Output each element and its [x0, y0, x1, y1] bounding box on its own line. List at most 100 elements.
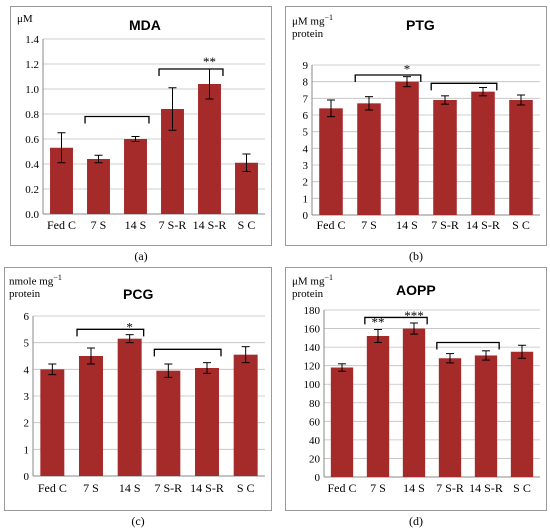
y-tick-label: 80	[309, 398, 321, 410]
bar-2	[402, 328, 426, 477]
bar-5	[233, 354, 258, 476]
y-tick-label: 0	[24, 471, 30, 483]
bar-0	[50, 147, 73, 214]
y-tick-label: 6	[24, 311, 30, 323]
y-unit-label: nmole mg−1 protein	[9, 273, 62, 300]
x-tick-label: 7 S-R	[154, 481, 182, 495]
bar-4	[195, 368, 219, 476]
y-tick-label: 4	[303, 143, 309, 155]
chart-svg-aopp: 0 20 40 60 80 100 120 140 160 180 Fed C 7 S 14 S 7 S-…	[304, 305, 540, 495]
x-tick-label: 14 S-R	[190, 481, 224, 495]
y-tick-label: 1.4	[25, 34, 39, 46]
significance-marker: **	[203, 54, 216, 69]
bar-2	[117, 338, 142, 476]
x-tick-label: 7 S-R	[431, 218, 459, 232]
chart-panel-aopp: 0 20 40 60 80 100 120 140 160 180 Fed C 7 S 14 S 7 S-…	[285, 267, 547, 511]
y-unit-label: μM	[17, 13, 33, 25]
caption-d: (d)	[409, 514, 423, 528]
x-tick-label: 14 S	[125, 218, 147, 232]
y-tick-label: 100	[304, 379, 321, 391]
y-unit-label: μM mg−1 protein	[292, 13, 333, 40]
significance-bracket-1	[158, 68, 224, 76]
chart-title: AOPP	[396, 282, 436, 298]
significance-bracket-0	[84, 115, 150, 124]
x-tick-label: 7 S	[91, 218, 107, 232]
bar-3	[438, 358, 462, 477]
bar-5	[510, 351, 534, 477]
significance-bracket-0	[364, 316, 428, 325]
y-tick-label: 0.2	[25, 184, 39, 196]
x-tick-label: Fed C	[316, 218, 345, 232]
bar-1	[79, 356, 103, 476]
y-tick-label: 140	[304, 342, 321, 354]
x-tick-label: 7 S-R	[436, 481, 464, 495]
x-tick-label: 7 S-R	[159, 218, 187, 232]
bar-5	[509, 100, 533, 215]
y-tick-label: 7	[303, 93, 309, 105]
significance-bracket-0	[76, 328, 145, 337]
y-tick-label: 0	[303, 210, 309, 222]
chart-svg-mda: 0.0 0.2 0.4 0.6 0.8 1.0 1.2 1.4 Fed C 7 S 14 S 7 S-…	[25, 34, 265, 232]
y-tick-label: 180	[304, 305, 321, 317]
y-tick-label: 9	[303, 60, 309, 72]
significance-bracket-0	[354, 74, 422, 82]
y-tick-label: 0	[315, 472, 321, 484]
significance-marker: *	[126, 320, 133, 335]
y-tick-label: 160	[304, 324, 321, 336]
y-tick-label: 8	[303, 77, 309, 89]
x-tick-label: 14 S	[396, 218, 418, 232]
x-tick-label: Fed C	[47, 218, 76, 232]
bar-4	[474, 355, 498, 477]
x-tick-label: 14 S-R	[193, 218, 227, 232]
y-tick-label: 60	[309, 416, 321, 428]
caption-c: (c)	[131, 514, 145, 528]
chart-title: PTG	[406, 17, 435, 33]
x-tick-label: 14 S	[119, 481, 141, 495]
chart-title: MDA	[129, 17, 161, 33]
x-tick-label: S C	[237, 481, 255, 495]
bar-1	[87, 159, 110, 214]
significance-bracket-1	[153, 348, 222, 357]
y-tick-label: 4	[24, 364, 30, 376]
bar-0	[330, 367, 354, 477]
bar-2	[124, 139, 147, 214]
x-tick-label: Fed C	[327, 481, 356, 495]
bar-5	[235, 162, 258, 214]
x-tick-label: 7 S	[361, 218, 377, 232]
chart-panel-ptg: 0 1 2 3 4 5 6 7 8 9 Fed C 7 S 14 S 7 S-R 14 S-R S C * μM…	[285, 6, 547, 246]
chart-svg-pcg: 0 1 2 3 4 5 6 Fed C 7 S 14 S 7 S-R 14 S-R S C *	[24, 311, 265, 495]
y-tick-label: 0.8	[25, 109, 39, 121]
significance-bracket-1	[430, 82, 498, 91]
bar-0	[319, 108, 343, 215]
y-tick-label: 0.6	[25, 134, 39, 146]
chart-title: PCG	[123, 286, 154, 302]
y-tick-label: 0.0	[25, 209, 39, 221]
y-tick-label: 1.0	[25, 84, 39, 96]
bar-1	[357, 103, 381, 215]
bar-3	[433, 100, 457, 215]
x-tick-label: 14 S-R	[469, 481, 503, 495]
caption-a: (a)	[134, 249, 148, 263]
bar-0	[40, 369, 65, 476]
chart-panel-pcg: 0 1 2 3 4 5 6 Fed C 7 S 14 S 7 S-R 14 S-R S C * nmole…	[4, 267, 272, 511]
y-tick-label: 20	[309, 453, 321, 465]
y-tick-label: 5	[303, 127, 309, 139]
y-unit-label: μM mg−1 protein	[292, 273, 333, 300]
x-tick-label: S C	[238, 218, 256, 232]
y-tick-label: 2	[303, 177, 309, 189]
caption-b: (b)	[409, 249, 423, 263]
x-tick-label: 7 S	[83, 481, 99, 495]
significance-marker: ***	[404, 308, 424, 323]
y-tick-label: 6	[303, 110, 309, 122]
significance-marker: **	[372, 314, 385, 329]
chart-panel-mda: 0.0 0.2 0.4 0.6 0.8 1.0 1.2 1.4 Fed C 7 S 14 S 7 S-…	[10, 6, 272, 246]
x-tick-label: 14 S	[403, 481, 425, 495]
significance-marker: *	[404, 62, 411, 77]
x-tick-label: S C	[512, 218, 530, 232]
chart-svg-ptg: 0 1 2 3 4 5 6 7 8 9 Fed C 7 S 14 S 7 S-R 14 S-R S C *	[303, 60, 540, 232]
x-tick-label: 7 S	[370, 481, 386, 495]
y-tick-label: 1	[303, 193, 309, 205]
y-tick-label: 120	[304, 361, 321, 373]
y-tick-label: 1.2	[25, 59, 39, 71]
bar-4	[471, 91, 495, 215]
